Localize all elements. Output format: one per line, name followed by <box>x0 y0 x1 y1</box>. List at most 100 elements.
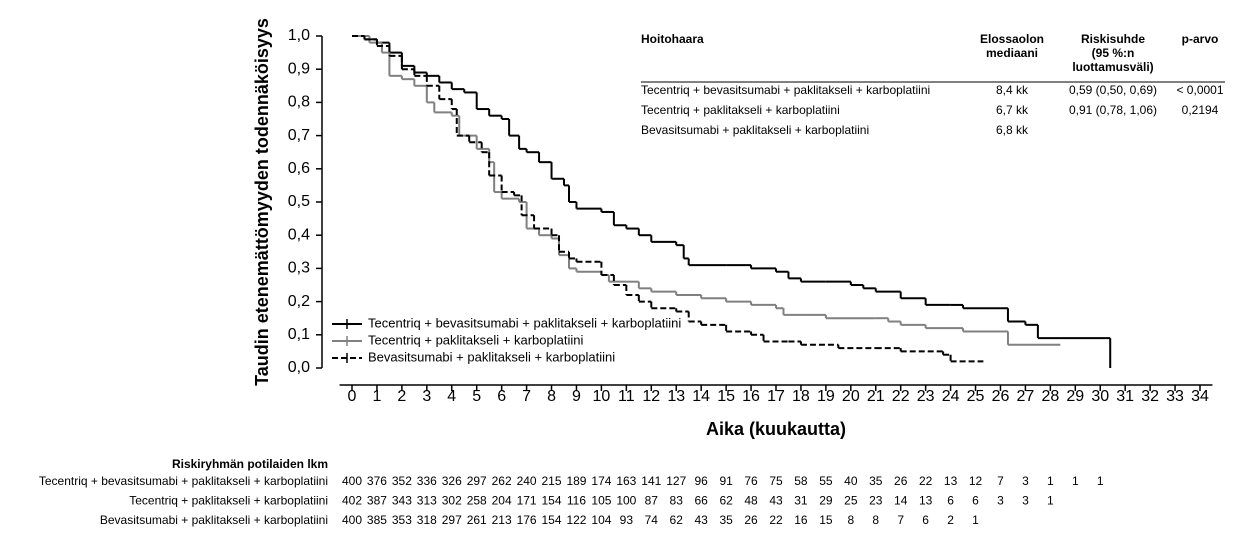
risk-count: 58 <box>794 474 808 488</box>
risk-count: 1 <box>1072 474 1079 488</box>
risk-count: 2 <box>947 513 954 527</box>
x-tick-label: 34 <box>1191 388 1209 405</box>
x-tick-label: 1 <box>372 388 381 405</box>
risk-count: 22 <box>919 474 933 488</box>
risk-count: 13 <box>944 474 958 488</box>
risk-count: 12 <box>969 474 983 488</box>
risk-count: 258 <box>467 494 487 508</box>
x-tick-label: 4 <box>447 388 456 405</box>
x-tick-label: 18 <box>792 388 810 405</box>
table-cell: 0,91 (0,78, 1,06) <box>1069 103 1157 117</box>
risk-count: 6 <box>972 494 979 508</box>
risk-count: 3 <box>997 494 1004 508</box>
y-tick-label: 0,2 <box>288 293 310 310</box>
x-tick-label: 24 <box>942 388 960 405</box>
risk-count: 171 <box>517 494 537 508</box>
risk-count: 261 <box>467 513 487 527</box>
risk-count: 22 <box>769 513 783 527</box>
risk-count: 3 <box>1022 474 1029 488</box>
risk-count: 43 <box>694 513 708 527</box>
x-tick-label: 23 <box>917 388 935 405</box>
risk-count: 343 <box>392 494 412 508</box>
table-header: Elossaolon <box>980 32 1044 46</box>
risk-count: 105 <box>591 494 611 508</box>
risk-count: 26 <box>894 474 908 488</box>
x-tick-label: 3 <box>422 388 431 405</box>
risk-count: 387 <box>367 494 387 508</box>
x-tick-label: 14 <box>692 388 710 405</box>
y-tick-label: 0,9 <box>288 60 310 77</box>
y-tick-label: 0,7 <box>288 127 310 144</box>
y-tick-label: 0,6 <box>288 160 310 177</box>
table-header: Riskisuhde <box>1081 32 1145 46</box>
risk-count: 1 <box>972 513 979 527</box>
risk-count: 385 <box>367 513 387 527</box>
risk-count: 83 <box>670 494 684 508</box>
risk-count: 16 <box>794 513 808 527</box>
risk-count: 7 <box>997 474 1004 488</box>
x-tick-label: 8 <box>547 388 556 405</box>
risk-count: 154 <box>542 513 562 527</box>
risk-count: 62 <box>719 494 733 508</box>
risk-count: 326 <box>442 474 462 488</box>
x-tick-label: 0 <box>348 388 357 405</box>
table-cell: 6,7 kk <box>996 103 1029 117</box>
table-cell: 6,8 kk <box>996 123 1029 137</box>
x-tick-label: 12 <box>642 388 660 405</box>
risk-count: 87 <box>645 494 659 508</box>
x-axis-title: Aika (kuukautta) <box>706 419 846 439</box>
risk-count: 402 <box>342 494 362 508</box>
risk-count: 240 <box>517 474 537 488</box>
risk-count: 100 <box>616 494 636 508</box>
legend-label: Bevasitsumabi + paklitakseli + karboplat… <box>368 349 615 364</box>
risk-count: 43 <box>769 494 783 508</box>
risk-count: 176 <box>517 513 537 527</box>
y-tick-label: 0,5 <box>288 193 310 210</box>
risk-count: 93 <box>620 513 634 527</box>
x-tick-label: 26 <box>992 388 1010 405</box>
risk-count: 297 <box>442 513 462 527</box>
table-cell: Bevasitsumabi + paklitakseli + karboplat… <box>641 123 869 137</box>
table-cell: < 0,0001 <box>1176 83 1223 97</box>
risk-count: 1 <box>1047 474 1054 488</box>
legend-label: Tecentriq + bevasitsumabi + paklitakseli… <box>368 315 681 330</box>
risk-count: 376 <box>367 474 387 488</box>
risk-count: 297 <box>467 474 487 488</box>
risk-count: 127 <box>666 474 686 488</box>
risk-count: 174 <box>591 474 611 488</box>
y-tick-label: 0,0 <box>288 359 310 376</box>
x-tick-label: 31 <box>1116 388 1134 405</box>
x-tick-label: 19 <box>817 388 835 405</box>
risk-count: 1 <box>1097 474 1104 488</box>
risk-count: 96 <box>694 474 708 488</box>
x-tick-label: 32 <box>1141 388 1159 405</box>
risk-count: 15 <box>819 513 833 527</box>
risk-row-label: Tecentriq + bevasitsumabi + paklitakseli… <box>39 474 328 488</box>
risk-count: 55 <box>819 474 833 488</box>
risk-count: 104 <box>591 513 611 527</box>
y-tick-label: 0,3 <box>288 260 310 277</box>
x-tick-label: 7 <box>522 388 531 405</box>
risk-count: 26 <box>744 513 758 527</box>
y-axis-title: Taudin etenemättömyyden todennäköisyys <box>252 18 272 386</box>
risk-count: 215 <box>542 474 562 488</box>
risk-count: 66 <box>694 494 708 508</box>
risk-count: 213 <box>492 513 512 527</box>
risk-count: 35 <box>869 474 883 488</box>
risk-count: 141 <box>641 474 661 488</box>
risk-count: 8 <box>872 513 879 527</box>
risk-count: 1 <box>1047 494 1054 508</box>
table-cell: Tecentriq + bevasitsumabi + paklitakseli… <box>641 83 930 97</box>
table-cell: 0,59 (0,50, 0,69) <box>1069 83 1157 97</box>
risk-count: 163 <box>616 474 636 488</box>
x-tick-label: 2 <box>397 388 406 405</box>
risk-count: 7 <box>897 513 904 527</box>
x-tick-label: 17 <box>767 388 785 405</box>
x-tick-label: 33 <box>1166 388 1184 405</box>
x-tick-label: 25 <box>967 388 985 405</box>
x-tick-label: 22 <box>892 388 910 405</box>
risk-count: 189 <box>566 474 586 488</box>
risk-count: 91 <box>719 474 733 488</box>
risk-count: 31 <box>794 494 808 508</box>
table-header: (95 %:n <box>1092 46 1135 60</box>
